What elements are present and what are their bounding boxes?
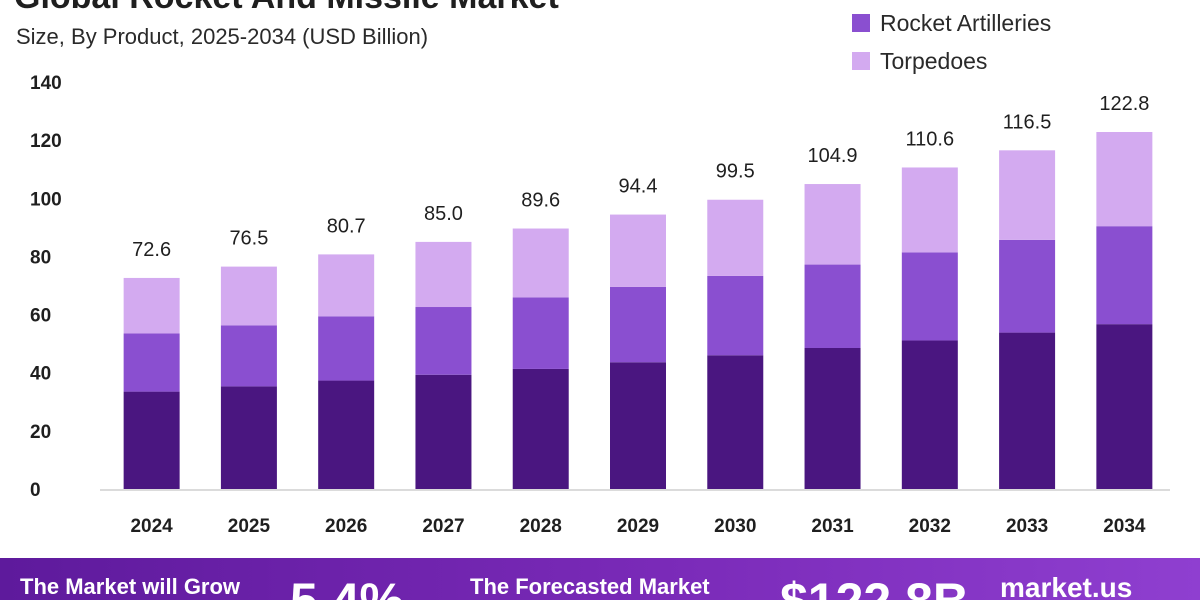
bar-segment-3-2034: [1096, 132, 1153, 227]
x-tick-label-2034: 2034: [1103, 516, 1146, 537]
chart-title: Global Rocket And Missile Market: [14, 0, 559, 17]
bar-segment-3-2028: [512, 228, 569, 298]
bar-segment-3-2031: [804, 184, 861, 265]
x-tick-label-2031: 2031: [811, 516, 854, 537]
bar-segment-2-2028: [512, 297, 569, 369]
data-label-2027: 85.0: [424, 203, 463, 225]
bar-segment-1-2034: [1096, 324, 1153, 489]
x-tick-label-2026: 2026: [325, 516, 367, 537]
data-label-2034: 122.8: [1099, 93, 1149, 115]
banner-logo: market.us: [1000, 572, 1133, 600]
bar-segment-3-2032: [901, 167, 958, 253]
x-tick-label-2032: 2032: [909, 516, 951, 537]
banner-forecast-value: $122.8B: [780, 572, 969, 600]
data-label-2029: 94.4: [619, 176, 658, 198]
legend: Rocket Artilleries Torpedoes: [852, 4, 1051, 80]
data-label-2030: 99.5: [716, 161, 755, 183]
bottom-banner: The Market will Grow 5.4% The Forecasted…: [0, 558, 1200, 600]
legend-swatch-torpedoes: [852, 52, 870, 70]
bar-segment-2-2034: [1096, 226, 1153, 325]
bar-segment-2-2024: [123, 333, 180, 392]
x-tick-label-2025: 2025: [228, 516, 271, 537]
bar-segment-3-2027: [415, 241, 472, 308]
data-label-2028: 89.6: [521, 190, 560, 212]
bar-segment-2-2031: [804, 264, 861, 349]
x-tick-label-2033: 2033: [1006, 516, 1048, 537]
y-tick-label: 140: [30, 73, 62, 94]
banner-cagr-value: 5.4%: [290, 572, 404, 600]
y-tick-label: 40: [30, 364, 51, 385]
bar-segment-1-2026: [318, 380, 375, 489]
y-tick-label: 80: [30, 247, 51, 268]
bar-segment-2-2033: [999, 239, 1056, 333]
bar-segment-3-2029: [610, 214, 666, 287]
bar-segment-1-2025: [220, 386, 277, 489]
banner-forecast-text: The Forecasted Market: [470, 574, 710, 599]
bar-segment-1-2028: [512, 368, 569, 489]
bar-segment-3-2030: [707, 199, 764, 276]
data-label-2033: 116.5: [1003, 111, 1052, 133]
bar-segment-3-2025: [220, 266, 277, 326]
x-tick-label-2024: 2024: [130, 516, 173, 537]
banner-grow-text: The Market will Grow: [20, 574, 241, 599]
bar-segment-2-2032: [901, 252, 958, 341]
legend-swatch-rocket-artilleries: [852, 14, 870, 32]
bar-segment-3-2026: [318, 254, 375, 317]
data-label-2031: 104.9: [808, 145, 858, 167]
y-tick-label: 20: [30, 422, 51, 443]
bar-segment-3-2024: [123, 277, 180, 334]
data-label-2025: 76.5: [229, 228, 268, 250]
bar-segment-2-2026: [318, 316, 375, 381]
bar-segment-1-2032: [901, 340, 958, 489]
legend-label-torpedoes: Torpedoes: [880, 47, 988, 74]
x-tick-label-2029: 2029: [617, 516, 659, 537]
bar-segment-2-2029: [610, 286, 666, 363]
data-label-2032: 110.6: [906, 128, 955, 150]
y-tick-label: 60: [30, 306, 51, 327]
data-label-2024: 72.6: [132, 239, 171, 261]
bar-segment-1-2033: [999, 332, 1056, 489]
x-tick-label-2028: 2028: [520, 516, 562, 537]
y-tick-label: 100: [30, 189, 62, 210]
x-tick-label-2027: 2027: [422, 516, 464, 537]
y-tick-label: 0: [30, 480, 41, 501]
bar-segment-1-2030: [707, 355, 764, 489]
bar-segment-1-2029: [610, 362, 666, 489]
data-label-2026: 80.7: [327, 215, 366, 237]
bar-segment-2-2025: [220, 325, 277, 387]
x-tick-label-2030: 2030: [714, 516, 756, 537]
bar-segment-2-2030: [707, 275, 764, 356]
bar-segment-1-2027: [415, 374, 472, 489]
bar-segment-1-2031: [804, 348, 861, 489]
legend-item-torpedoes: Torpedoes: [852, 42, 1051, 80]
bar-segment-3-2033: [999, 150, 1056, 240]
bar-segment-2-2027: [415, 307, 472, 375]
legend-label-rocket-artilleries: Rocket Artilleries: [880, 9, 1052, 36]
bar-segment-1-2024: [123, 391, 180, 489]
y-tick-label: 120: [30, 131, 62, 152]
stacked-bar-chart: 0 20 40 60 80 100 120 140 72.6 2024 76.5 2025 80.7 20…: [30, 73, 1170, 537]
legend-item-rocket-artilleries: Rocket Artilleries: [852, 4, 1051, 42]
chart-subtitle: Size, By Product, 2025-2034 (USD Billion…: [16, 24, 429, 49]
